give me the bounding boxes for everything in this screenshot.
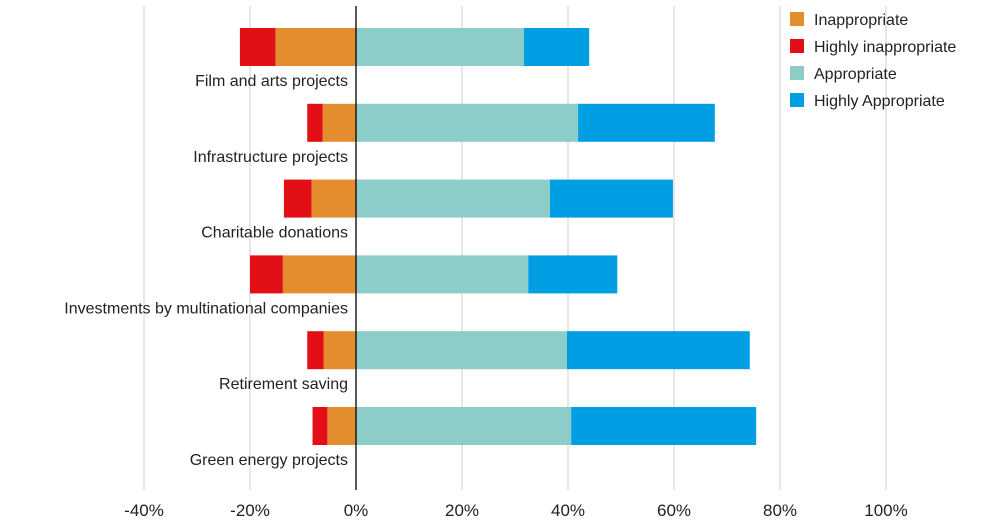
category-label-charitable-donations: Charitable donations bbox=[201, 225, 348, 242]
bar-inappropriate-retirement-saving bbox=[323, 331, 356, 370]
category-label-green-energy-projects: Green energy projects bbox=[190, 452, 348, 469]
bar-highly-inappropriate-film-and-arts-projects bbox=[239, 28, 276, 66]
bar-highly-appropriate-charitable-donations bbox=[549, 179, 673, 218]
bar-inappropriate-charitable-donations bbox=[311, 179, 356, 218]
category-label-retirement-saving: Retirement saving bbox=[219, 376, 348, 393]
legend: Inappropriate Highly inappropriate Appropr… bbox=[790, 12, 956, 110]
bar-highly-inappropriate-investments-by-multinational-companies bbox=[250, 255, 283, 294]
bar-appropriate-infrastructure-projects bbox=[356, 103, 579, 142]
bar-highly-inappropriate-retirement-saving bbox=[307, 331, 324, 370]
bars bbox=[239, 28, 757, 445]
legend-swatch-highly-inappropriate bbox=[790, 39, 804, 53]
bar-inappropriate-green-energy-projects bbox=[327, 407, 356, 445]
legend-label-highly-inappropriate: Highly inappropriate bbox=[814, 39, 956, 56]
bar-inappropriate-film-and-arts-projects bbox=[275, 28, 356, 66]
bar-highly-inappropriate-green-energy-projects bbox=[312, 407, 328, 445]
bar-inappropriate-infrastructure-projects bbox=[322, 103, 356, 142]
bar-appropriate-retirement-saving bbox=[356, 331, 567, 370]
bar-highly-inappropriate-charitable-donations bbox=[283, 179, 312, 218]
x-tick-label-40: 40% bbox=[551, 501, 585, 520]
x-tick-label-40: -40% bbox=[124, 501, 164, 520]
grid-lines bbox=[143, 6, 887, 490]
bar-highly-inappropriate-infrastructure-projects bbox=[307, 103, 323, 142]
category-label-infrastructure-projects: Infrastructure projects bbox=[193, 149, 348, 166]
x-tick-label-20: -20% bbox=[230, 501, 270, 520]
category-label-investments-by-multinational-companies: Investments by multinational companies bbox=[64, 300, 348, 317]
bar-highly-appropriate-investments-by-multinational-companies bbox=[528, 255, 618, 294]
x-tick-label-100: 100% bbox=[864, 501, 907, 520]
x-tick-label-20: 20% bbox=[445, 501, 479, 520]
bar-appropriate-green-energy-projects bbox=[356, 407, 572, 445]
legend-label-inappropriate: Inappropriate bbox=[814, 12, 908, 29]
x-tick-label-80: 80% bbox=[763, 501, 797, 520]
bar-highly-appropriate-infrastructure-projects bbox=[578, 103, 715, 142]
legend-swatch-inappropriate bbox=[790, 12, 804, 26]
bar-highly-appropriate-film-and-arts-projects bbox=[524, 28, 590, 66]
x-tick-label-60: 60% bbox=[657, 501, 691, 520]
bar-highly-appropriate-green-energy-projects bbox=[571, 407, 757, 445]
bar-appropriate-investments-by-multinational-companies bbox=[356, 255, 529, 294]
bar-inappropriate-investments-by-multinational-companies bbox=[282, 255, 356, 294]
legend-label-highly-appropriate: Highly Appropriate bbox=[814, 93, 945, 110]
legend-swatch-highly-appropriate bbox=[790, 93, 804, 107]
bar-highly-appropriate-retirement-saving bbox=[566, 331, 750, 370]
legend-label-appropriate: Appropriate bbox=[814, 66, 897, 83]
x-tick-labels: -40% -20% 0% 20% 40% 60% 80% 100% bbox=[124, 501, 908, 520]
legend-swatch-appropriate bbox=[790, 66, 804, 80]
category-label-film-and-arts-projects: Film and arts projects bbox=[195, 73, 348, 90]
category-labels: Film and arts projects Infrastructure pro… bbox=[64, 73, 348, 469]
x-tick-label-0: 0% bbox=[344, 501, 369, 520]
bar-appropriate-charitable-donations bbox=[356, 179, 550, 218]
bar-appropriate-film-and-arts-projects bbox=[356, 28, 525, 66]
